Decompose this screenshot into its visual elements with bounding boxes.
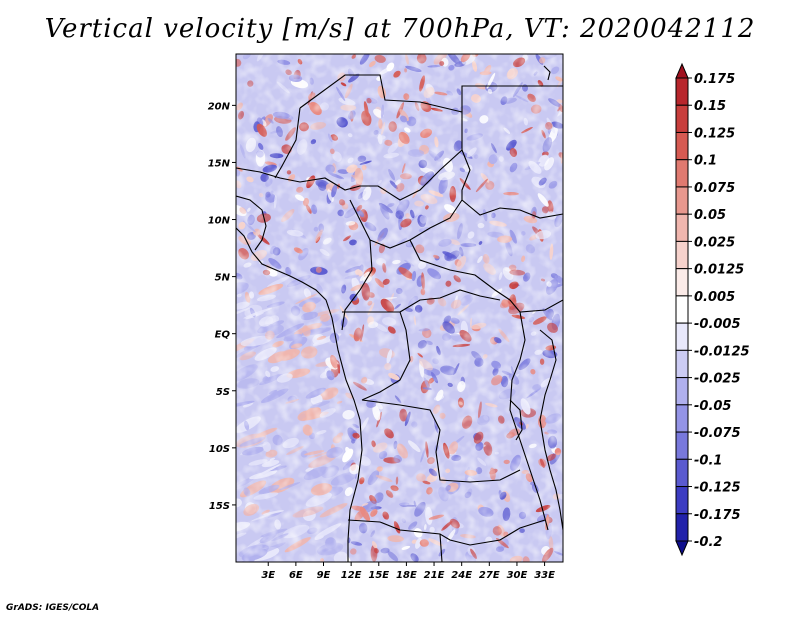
y-tick-label: 15N: [208, 158, 231, 169]
colorbar-label: 0.125: [694, 126, 735, 141]
colorbar-box: [675, 213, 689, 242]
border-west-coast: [236, 195, 267, 251]
colorbar-label: 0.0125: [694, 263, 744, 278]
y-tick-label: 20N: [208, 101, 231, 112]
y-tick-label: 5S: [216, 387, 230, 398]
border-mali-niger: [274, 107, 301, 179]
y-tick-label: 15S: [209, 501, 230, 512]
y-axis: 20N 15N 10N 5N EQ 5S 10S 15S: [208, 101, 236, 512]
coastline: [236, 227, 363, 562]
colorbar-label: -0.125: [694, 481, 741, 496]
y-tick-label: 10S: [209, 444, 230, 455]
colorbar-label: 0.175: [694, 72, 735, 87]
border-lakes: [539, 329, 563, 531]
x-tick-label: 15E: [368, 570, 389, 581]
colorbar-label: 0.025: [694, 235, 735, 250]
colorbar-box: [675, 295, 689, 324]
lake-outline: [509, 399, 523, 441]
colorbar-box: [675, 377, 689, 406]
colorbar-box: [675, 186, 689, 215]
x-tick-label: 9E: [317, 570, 331, 581]
colorbar-box: [675, 486, 689, 515]
colorbar-box: [675, 458, 689, 488]
colorbar-label: 0.1: [694, 154, 717, 169]
map-title: Vertical velocity [m/s] at 700hPa, VT: 2…: [44, 14, 756, 44]
border-drc-east: [509, 311, 549, 531]
colorbar-box: [675, 349, 689, 379]
colorbar-label: -0.05: [694, 399, 731, 414]
colorbar-label: -0.0125: [694, 344, 750, 359]
x-tick-label: 6E: [289, 570, 303, 581]
colorbar-box: [675, 322, 689, 351]
colorbar-label: -0.2: [694, 535, 722, 550]
y-tick-label: 5N: [215, 273, 231, 284]
colorbar-label: -0.175: [694, 508, 741, 523]
x-tick-label: 24E: [451, 570, 472, 581]
border-drc-angola: [361, 399, 521, 483]
x-tick-label: 27E: [479, 570, 500, 581]
credit-label: GrADS: IGES/COLA: [6, 603, 100, 613]
border-zambia-south: [439, 533, 443, 562]
x-tick-label: 12E: [341, 570, 362, 581]
colorbar-box: [675, 159, 689, 188]
border-sudan: [461, 199, 563, 219]
y-tick-label: EQ: [215, 330, 231, 341]
colorbar-label: -0.005: [694, 317, 741, 332]
colorbar-label: -0.025: [694, 372, 741, 387]
field-texture: [236, 54, 563, 562]
border-libya-sudan: [461, 85, 563, 112]
colorbar-box: [675, 513, 689, 542]
country-borders: [236, 65, 563, 562]
x-tick-label: 18E: [396, 570, 417, 581]
x-tick-label: 21E: [424, 570, 445, 581]
x-tick-label: 3E: [261, 570, 275, 581]
x-tick-label: 30E: [507, 570, 528, 581]
colorbar-label: 0.005: [694, 290, 735, 305]
field-plot: [236, 54, 563, 562]
border-cameroon: [341, 239, 373, 331]
border-angola-namibia: [347, 519, 546, 546]
colorbar-box: [675, 268, 689, 297]
border-niger-chad: [236, 74, 463, 201]
colorbar-top-arrow: [675, 62, 689, 79]
colorbar-box: [675, 104, 689, 133]
border-chad-car: [349, 149, 471, 249]
colorbar-bottom-arrow: [675, 540, 689, 557]
colorbar-label: -0.1: [694, 453, 722, 468]
map-frame: [235, 53, 564, 563]
colorbar-box: [675, 431, 689, 460]
x-tick-label: 33E: [534, 570, 555, 581]
colorbar-box: [675, 404, 689, 433]
border-car-drc: [409, 239, 563, 313]
colorbar: 0.175 0.15 0.125 0.1 0.075 0.05 0.025 0.0125 0.0…: [675, 62, 750, 557]
colorbar-label: 0.075: [694, 181, 735, 196]
coast-fragment: [543, 65, 551, 81]
y-tick-label: 10N: [208, 216, 231, 227]
colorbar-box: [675, 77, 689, 106]
colorbar-label: 0.05: [694, 208, 726, 223]
colorbar-box: [675, 131, 689, 161]
colorbar-label: -0.075: [694, 426, 741, 441]
colorbar-label: 0.15: [694, 99, 726, 114]
border-congo-car: [399, 289, 501, 313]
x-axis: 3E 6E 9E 12E 15E 18E 21E 24E 27E 30E 33E: [261, 562, 555, 581]
colorbar-box: [675, 240, 689, 270]
